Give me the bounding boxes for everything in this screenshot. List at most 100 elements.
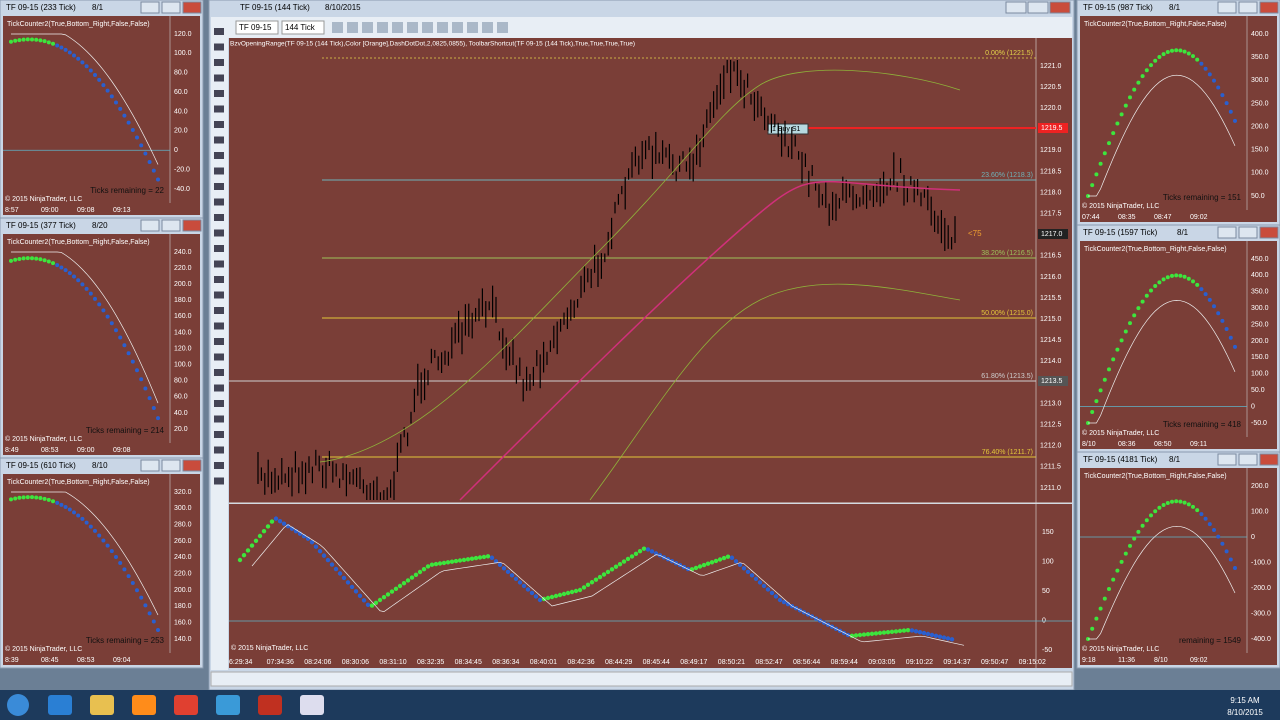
window-button[interactable] bbox=[182, 1, 202, 14]
window-button[interactable] bbox=[1027, 1, 1049, 14]
toolbar-button[interactable] bbox=[362, 22, 373, 33]
drawing-tool[interactable] bbox=[214, 90, 224, 97]
toolbar-button[interactable] bbox=[452, 22, 463, 33]
x-tick-label: 07:44 bbox=[1082, 214, 1100, 221]
toolbar-button[interactable] bbox=[407, 22, 418, 33]
window-button[interactable] bbox=[1238, 453, 1258, 466]
osc-dot bbox=[13, 496, 18, 501]
osc-dot bbox=[525, 587, 531, 592]
toolbar-button[interactable] bbox=[437, 22, 448, 33]
taskbar-app[interactable] bbox=[174, 695, 198, 715]
window-button[interactable] bbox=[1049, 1, 1071, 14]
window-button[interactable] bbox=[182, 459, 202, 472]
y-tick-label: 300.0 bbox=[1251, 305, 1269, 312]
drawing-tool[interactable] bbox=[214, 446, 224, 454]
toolbar-button[interactable] bbox=[332, 22, 343, 33]
drawing-tool[interactable] bbox=[214, 322, 224, 330]
window-button[interactable] bbox=[1217, 226, 1237, 239]
fib-label: 76.40% (1211.7) bbox=[982, 449, 1033, 456]
drawing-tool[interactable] bbox=[214, 353, 224, 361]
interval-box[interactable] bbox=[281, 20, 325, 35]
window-button[interactable] bbox=[1217, 453, 1237, 466]
price-tick: 1221.0 bbox=[1040, 63, 1062, 70]
window-button[interactable] bbox=[1238, 226, 1258, 239]
drawing-tool[interactable] bbox=[214, 214, 224, 221]
drawing-tool[interactable] bbox=[214, 245, 224, 252]
toolbar-button[interactable] bbox=[467, 22, 478, 33]
osc-dot bbox=[97, 302, 102, 307]
band bbox=[589, 283, 961, 501]
time-label: 08:31:10 bbox=[379, 659, 406, 666]
drawing-tool[interactable] bbox=[214, 431, 224, 438]
y-tick-label: 140.0 bbox=[174, 636, 192, 643]
window-button[interactable] bbox=[161, 219, 181, 232]
window-button[interactable] bbox=[140, 219, 160, 232]
drawing-tool[interactable] bbox=[214, 121, 224, 128]
time-label: 08:56:44 bbox=[793, 659, 820, 666]
drawing-tool[interactable] bbox=[214, 338, 224, 345]
taskbar-app[interactable] bbox=[258, 695, 282, 715]
drawing-tool[interactable] bbox=[214, 307, 224, 314]
window-button[interactable] bbox=[1259, 1, 1279, 14]
toolbar-button[interactable] bbox=[377, 22, 388, 33]
osc-dot bbox=[417, 569, 423, 575]
drawing-tool[interactable] bbox=[214, 74, 224, 82]
osc-dot bbox=[1132, 536, 1137, 541]
osc-dot bbox=[1233, 118, 1237, 123]
drawing-tool[interactable] bbox=[214, 477, 224, 485]
osc-dot bbox=[147, 611, 152, 616]
window-button[interactable] bbox=[1259, 226, 1279, 239]
drawing-tool[interactable] bbox=[214, 183, 224, 190]
taskbar-app[interactable] bbox=[300, 695, 324, 715]
drawing-tool[interactable] bbox=[214, 198, 224, 206]
drawing-tool[interactable] bbox=[214, 28, 224, 35]
toolbar-button[interactable] bbox=[482, 22, 493, 33]
drawing-tool[interactable] bbox=[214, 167, 224, 175]
drawing-tool[interactable] bbox=[214, 260, 224, 268]
drawing-tool[interactable] bbox=[214, 59, 224, 66]
window-button[interactable] bbox=[1259, 453, 1279, 466]
window-button[interactable] bbox=[1238, 1, 1258, 14]
scrollbar[interactable] bbox=[210, 671, 1073, 687]
window-button[interactable] bbox=[161, 1, 181, 14]
drawing-tool[interactable] bbox=[214, 136, 224, 144]
toolbar-button[interactable] bbox=[347, 22, 358, 33]
window-button[interactable] bbox=[140, 1, 160, 14]
taskbar-app[interactable] bbox=[90, 695, 114, 715]
toolbar-button[interactable] bbox=[422, 22, 433, 33]
osc-dot bbox=[122, 343, 127, 348]
drawing-tool[interactable] bbox=[214, 384, 224, 392]
drawing-tool[interactable] bbox=[214, 276, 224, 283]
drawing-tool[interactable] bbox=[214, 229, 224, 237]
window-button[interactable] bbox=[1217, 1, 1237, 14]
price-tick: 1212.5 bbox=[1040, 422, 1062, 429]
y-tick-label: 100.0 bbox=[1251, 170, 1269, 177]
toolbar-button[interactable] bbox=[497, 22, 508, 33]
drawing-tool[interactable] bbox=[214, 415, 224, 423]
osc-dot bbox=[1212, 528, 1216, 533]
drawing-tool[interactable] bbox=[214, 291, 224, 299]
osc-dot bbox=[517, 580, 523, 585]
osc-dot bbox=[925, 631, 931, 637]
window-button[interactable] bbox=[182, 219, 202, 232]
taskbar-app[interactable] bbox=[132, 695, 156, 715]
osc-dot bbox=[1199, 512, 1204, 517]
taskbar-app[interactable] bbox=[216, 695, 240, 715]
osc-tick: 150 bbox=[1042, 529, 1054, 536]
toolbar-button[interactable] bbox=[392, 22, 403, 33]
window-button[interactable] bbox=[140, 459, 160, 472]
x-tick-label: 08:50 bbox=[1154, 441, 1172, 448]
taskbar-app[interactable] bbox=[48, 695, 72, 715]
drawing-tool[interactable] bbox=[214, 105, 224, 113]
start-button[interactable] bbox=[7, 694, 29, 716]
drawing-tool[interactable] bbox=[214, 400, 224, 407]
osc-dot bbox=[17, 495, 22, 500]
instrument-box[interactable] bbox=[235, 20, 279, 35]
drawing-tool[interactable] bbox=[214, 43, 224, 51]
window-button[interactable] bbox=[161, 459, 181, 472]
window-button[interactable] bbox=[1005, 1, 1027, 14]
drawing-tool[interactable] bbox=[214, 462, 224, 469]
ticks-remaining: Ticks remaining = 253 bbox=[86, 636, 165, 645]
drawing-tool[interactable] bbox=[214, 152, 224, 159]
drawing-tool[interactable] bbox=[214, 369, 224, 376]
